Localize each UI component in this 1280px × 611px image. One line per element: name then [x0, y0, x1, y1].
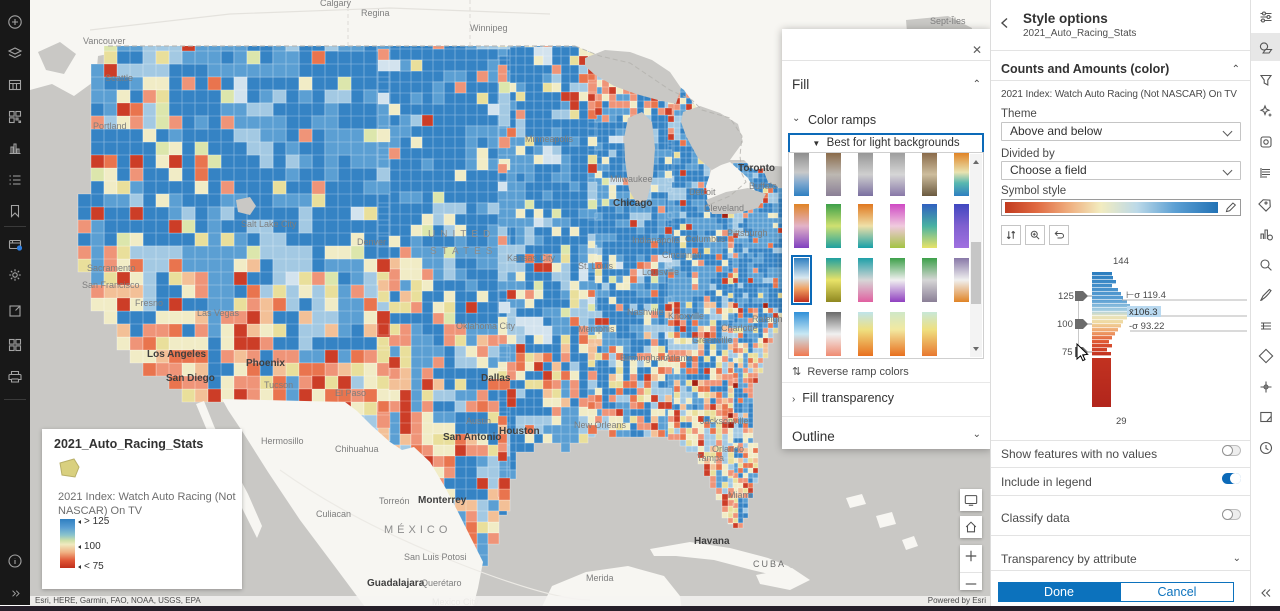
svg-text:Raleigh: Raleigh [752, 314, 783, 324]
svg-text:Chicago: Chicago [613, 198, 652, 209]
svg-text:Havana: Havana [694, 536, 730, 547]
svg-text:Monterrey: Monterrey [418, 495, 467, 506]
svg-text:El Paso: El Paso [335, 388, 366, 398]
svg-text:New Orleans: New Orleans [574, 420, 627, 430]
svg-text:Knoxville: Knoxville [668, 311, 704, 321]
svg-text:Greenville: Greenville [692, 335, 733, 345]
svg-text:Denver: Denver [357, 237, 386, 247]
svg-text:Pittsburgh: Pittsburgh [727, 228, 768, 238]
svg-text:Houston: Houston [499, 426, 540, 437]
svg-text:125: 125 [1058, 291, 1074, 302]
svg-text:Querétaro: Querétaro [421, 578, 462, 588]
svg-text:San Antonio: San Antonio [443, 432, 502, 443]
svg-text:Cleveland: Cleveland [704, 203, 744, 213]
svg-text:Phoenix: Phoenix [246, 358, 285, 369]
svg-text:Columbus: Columbus [685, 234, 726, 244]
svg-text:Detroit: Detroit [689, 187, 716, 197]
svg-text:Tampa: Tampa [697, 453, 724, 463]
svg-text:STATES: STATES [430, 246, 497, 257]
svg-text:Indianapolis: Indianapolis [632, 235, 681, 245]
svg-text:Kansas City: Kansas City [507, 253, 556, 263]
svg-text:Las Vegas: Las Vegas [197, 308, 240, 318]
svg-text:x̄106.3: x̄106.3 [1129, 307, 1158, 318]
svg-text:Calgary: Calgary [320, 0, 352, 8]
svg-text:-σ 93.22: -σ 93.22 [1129, 321, 1164, 332]
svg-text:Seattle: Seattle [105, 73, 133, 83]
svg-text:144: 144 [1113, 256, 1129, 267]
svg-text:29: 29 [1116, 416, 1127, 427]
svg-text:Nashville: Nashville [627, 307, 664, 317]
svg-text:San Diego: San Diego [166, 373, 215, 384]
svg-text:Guadalajara: Guadalajara [367, 578, 425, 589]
svg-text:Jacksonville: Jacksonville [700, 416, 749, 426]
svg-text:Minneapolis: Minneapolis [525, 134, 574, 144]
svg-text:Milwaukee: Milwaukee [610, 174, 653, 184]
svg-text:75: 75 [1062, 347, 1073, 358]
svg-text:Fresno: Fresno [135, 298, 163, 308]
svg-text:Culiacan: Culiacan [316, 509, 351, 519]
svg-text:Atlanta: Atlanta [665, 353, 693, 363]
svg-text:Tucson: Tucson [264, 380, 293, 390]
svg-text:Vancouver: Vancouver [83, 36, 125, 46]
svg-text:San Luis Potosi: San Luis Potosi [404, 552, 467, 562]
svg-text:Louisville: Louisville [642, 267, 679, 277]
svg-text:Charlotte: Charlotte [721, 323, 758, 333]
svg-text:Memphis: Memphis [578, 324, 615, 334]
svg-text:Torreón: Torreón [379, 496, 410, 506]
svg-text:Birmingham: Birmingham [620, 353, 668, 363]
svg-text:Merida: Merida [586, 573, 614, 583]
svg-text:⊢σ 119.4: ⊢σ 119.4 [1126, 290, 1166, 301]
svg-text:Orlando: Orlando [712, 444, 744, 454]
svg-text:CUBA: CUBA [753, 559, 786, 569]
svg-text:Hermosillo: Hermosillo [261, 436, 304, 446]
svg-text:Toronto: Toronto [738, 163, 775, 174]
svg-text:Chihuahua: Chihuahua [335, 444, 379, 454]
svg-text:Dallas: Dallas [481, 373, 511, 384]
svg-text:Austin: Austin [466, 416, 491, 426]
svg-text:Sacramento: Sacramento [87, 263, 136, 273]
svg-text:100: 100 [1057, 319, 1073, 330]
svg-text:Portland: Portland [93, 121, 127, 131]
svg-text:Cincinnati: Cincinnati [662, 250, 702, 260]
svg-text:St. Louis: St. Louis [578, 261, 614, 271]
svg-text:Oklahoma City: Oklahoma City [456, 321, 516, 331]
svg-text:Miami: Miami [728, 490, 752, 500]
svg-text:UNITED: UNITED [428, 229, 495, 240]
svg-text:Buffalo: Buffalo [749, 181, 777, 191]
svg-text:Salt Lake City: Salt Lake City [241, 219, 297, 229]
svg-text:MÉXICO: MÉXICO [384, 523, 451, 536]
svg-text:Winnipeg: Winnipeg [470, 23, 508, 33]
svg-text:Los Angeles: Los Angeles [147, 349, 207, 360]
svg-text:San Francisco: San Francisco [82, 280, 140, 290]
svg-text:Sept-Îles: Sept-Îles [930, 16, 966, 26]
svg-text:Regina: Regina [361, 8, 390, 18]
